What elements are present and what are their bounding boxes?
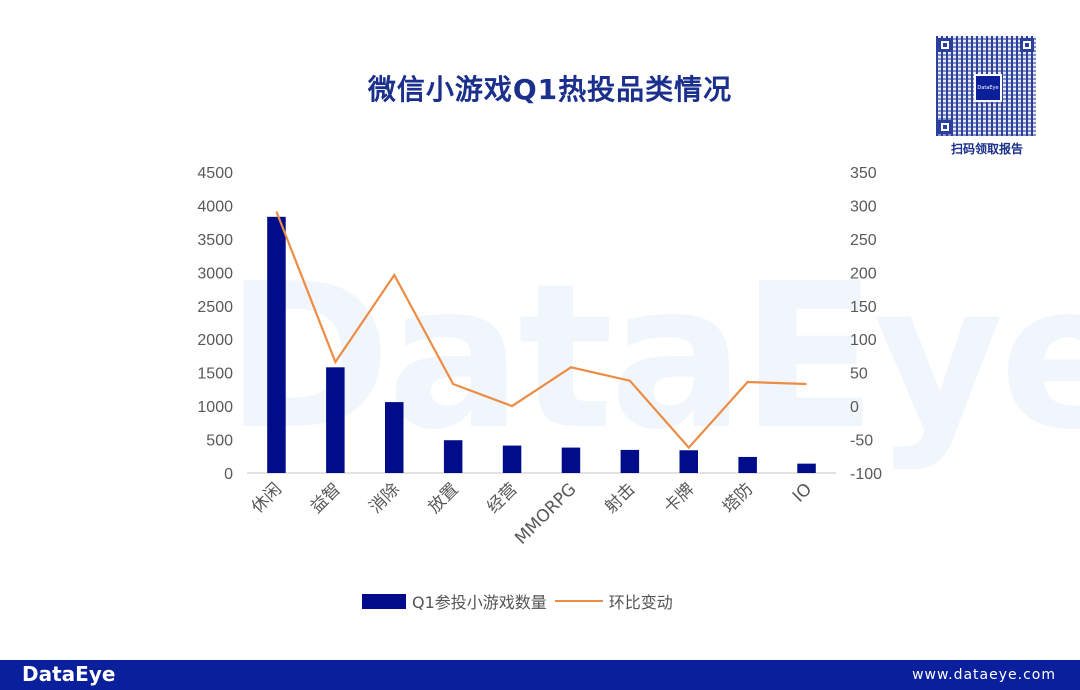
bar [267, 216, 286, 473]
x-tick-label: 消除 [366, 479, 404, 517]
legend-line-label: 环比变动 [608, 593, 673, 612]
x-tick-label: 射击 [601, 479, 639, 517]
x-tick-label: 经营 [483, 479, 521, 517]
qr-code-icon[interactable]: DataEye [936, 36, 1036, 136]
right-y-axis: -100 -50 0 50 100 150 200 250 300 350 [850, 165, 882, 483]
bar [620, 449, 640, 473]
left-tick-label: 1000 [197, 399, 233, 416]
right-tick-label: 100 [850, 332, 877, 349]
bar [738, 456, 757, 473]
footer-logo: DataEye [22, 662, 116, 686]
right-tick-label: -50 [850, 433, 873, 450]
right-tick-label: 300 [850, 198, 877, 215]
left-tick-label: 3000 [197, 265, 233, 282]
footer-bar: DataEye www.dataeye.com [0, 660, 1080, 690]
left-tick-label: 4500 [197, 165, 233, 182]
x-tick-label: MMORPG [511, 479, 580, 548]
qr-finder-icon [938, 38, 952, 52]
right-tick-label: 0 [850, 399, 859, 416]
bar [385, 402, 404, 473]
right-tick-label: -100 [850, 466, 882, 483]
legend-bar-label: Q1参投小游戏数量 [412, 593, 547, 612]
bar [561, 447, 581, 473]
bar [502, 445, 522, 473]
footer-url-link[interactable]: www.dataeye.com [912, 667, 1056, 683]
qr-caption: 扫码领取报告 [950, 142, 1023, 156]
bar [443, 440, 463, 473]
legend: Q1参投小游戏数量 环比变动 [362, 590, 673, 612]
left-tick-label: 0 [224, 466, 233, 483]
x-tick-label: 益智 [307, 479, 345, 517]
watermark: DataEye [225, 241, 1080, 474]
right-tick-label: 200 [850, 265, 877, 282]
chart-title: 微信小游戏Q1热投品类情况 [367, 73, 733, 106]
right-tick-label: 350 [850, 165, 877, 182]
x-tick-label: 放置 [425, 479, 463, 517]
right-tick-label: 250 [850, 232, 877, 249]
line-series [275, 211, 807, 450]
bar [326, 367, 345, 473]
left-tick-label: 2500 [197, 299, 233, 316]
left-tick-label: 3500 [197, 232, 233, 249]
left-y-axis: 0 500 1000 1500 2000 2500 3000 3500 4000 4500 [197, 165, 233, 483]
qr-code-block[interactable]: DataEye 扫码领取报告 [936, 36, 1038, 157]
legend-bar-swatch-icon [362, 593, 406, 609]
left-tick-label: 1500 [197, 366, 233, 383]
bar [797, 463, 816, 473]
bar [679, 450, 698, 473]
x-tick-label: 卡牌 [660, 479, 698, 517]
x-tick-label: 休闲 [248, 479, 286, 517]
qr-logo: DataEye [974, 74, 1002, 102]
legend-line-swatch-icon [554, 600, 603, 602]
left-tick-label: 2000 [197, 332, 233, 349]
right-tick-label: 50 [850, 366, 868, 383]
bar-series [267, 216, 816, 473]
x-tick-label: 塔防 [719, 479, 757, 517]
x-tick-label: IO [789, 479, 816, 506]
left-tick-label: 4000 [197, 198, 233, 215]
qr-finder-icon [1020, 38, 1034, 52]
qr-finder-icon [938, 120, 952, 134]
left-tick-label: 500 [206, 433, 233, 450]
right-tick-label: 150 [850, 299, 877, 316]
